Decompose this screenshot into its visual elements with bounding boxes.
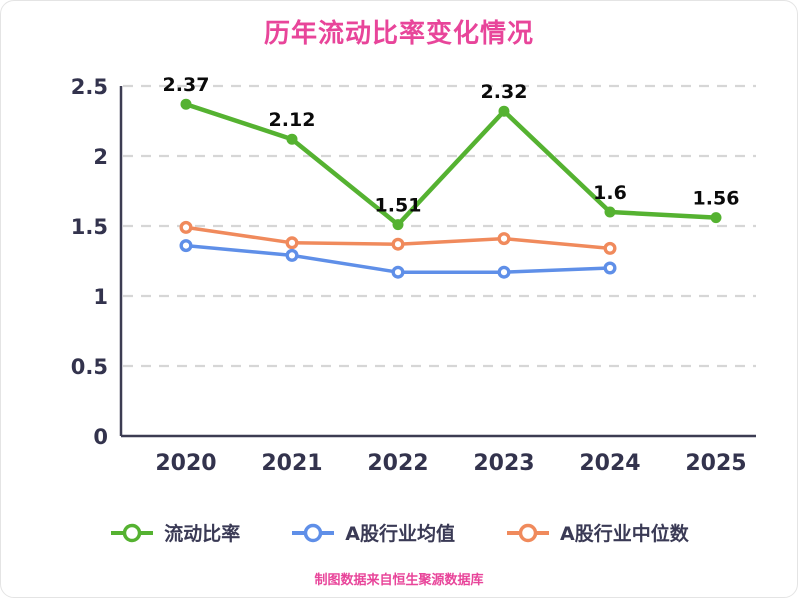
y-tick-label: 0 — [93, 425, 108, 449]
data-point — [710, 212, 722, 224]
data-point — [285, 236, 299, 250]
data-point — [391, 237, 405, 251]
x-tick-label: 2023 — [473, 451, 534, 476]
chart-title: 历年流动比率变化情况 — [263, 19, 534, 49]
legend-label: A股行业中位数 — [560, 523, 689, 545]
legend-label: 流动比率 — [164, 523, 241, 545]
y-tick-label: 2 — [93, 145, 108, 169]
data-label: 2.32 — [481, 81, 528, 103]
data-point — [180, 98, 192, 110]
legend-marker-icon — [111, 523, 154, 542]
data-point — [179, 239, 193, 253]
data-point — [603, 261, 617, 275]
data-point — [497, 265, 511, 279]
data-source-note: 制图数据来自恒生聚源数据库 — [314, 573, 484, 588]
data-label: 1.6 — [593, 182, 627, 204]
legend-marker-icon — [507, 523, 549, 542]
data-label: 1.51 — [375, 195, 422, 217]
data-label: 2.37 — [163, 74, 210, 96]
data-point — [603, 241, 617, 255]
y-tick-label: 1.5 — [71, 215, 108, 239]
legend-item-0: 流动比率 — [109, 519, 240, 546]
y-tick-label: 2.5 — [71, 75, 108, 99]
x-tick-label: 2021 — [261, 451, 322, 476]
legend: 流动比率 A股行业均值 A股行业中位数 — [1, 519, 797, 546]
y-tick-label: 1 — [93, 285, 108, 309]
legend-item-2: A股行业中位数 — [505, 519, 689, 546]
data-point — [391, 265, 405, 279]
legend-marker-icon — [292, 523, 335, 542]
data-point — [179, 220, 193, 234]
data-point — [286, 133, 298, 145]
data-point — [498, 105, 510, 117]
legend-label: A股行业均值 — [345, 523, 455, 545]
x-tick-label: 2022 — [367, 451, 428, 476]
data-point — [604, 206, 616, 218]
data-point — [285, 248, 299, 262]
legend-item-1: A股行业均值 — [290, 519, 455, 546]
x-tick-label: 2024 — [579, 451, 640, 476]
data-label: 2.12 — [269, 109, 316, 131]
data-point — [497, 232, 511, 246]
data-point — [392, 219, 404, 231]
x-tick-label: 2025 — [685, 451, 746, 476]
plot-area: 0 0.5 1 1.5 2 2.5 2020 2021 2022 2023 2024 2025 2.37… — [71, 74, 756, 476]
data-label: 1.56 — [693, 188, 740, 210]
y-tick-label: 0.5 — [71, 355, 108, 379]
line-series — [183, 101, 719, 227]
x-tick-label: 2020 — [155, 451, 216, 476]
